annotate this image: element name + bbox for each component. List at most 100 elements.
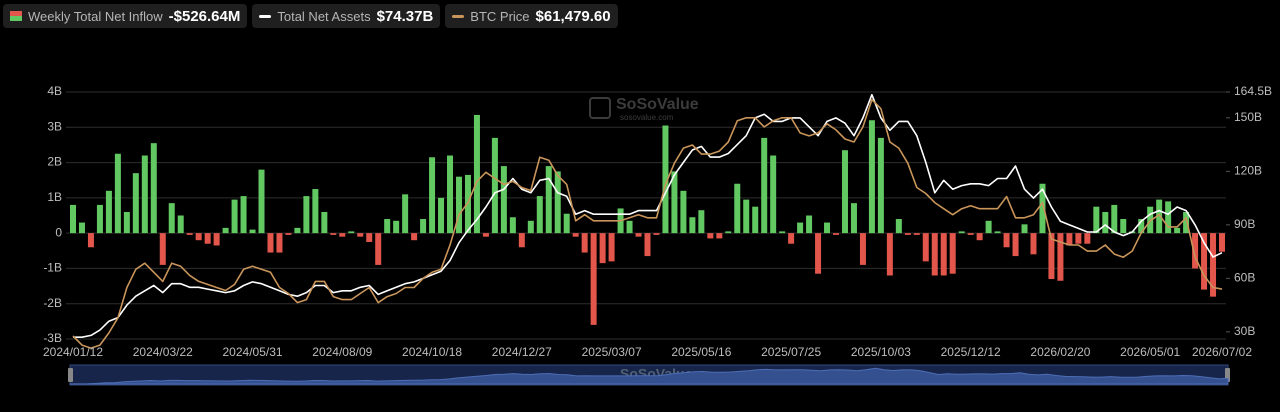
bar [1174, 227, 1181, 234]
x-tick-label: 2024/03/22 [133, 345, 193, 359]
bar [482, 233, 489, 237]
bar [500, 166, 507, 234]
watermark-title: SoSoValue [616, 96, 699, 113]
legend-value: $74.37B [376, 7, 434, 25]
bar [447, 155, 454, 234]
legend-item[interactable]: Total Net Assets $74.37B [252, 4, 441, 28]
bar [788, 233, 795, 244]
y-tick-label: 1B [47, 190, 62, 204]
bar [491, 137, 498, 234]
x-tick-label: 2025/03/07 [582, 345, 642, 359]
bar [833, 233, 840, 235]
bar [1120, 219, 1127, 234]
bar [1003, 233, 1010, 248]
bar [590, 233, 597, 325]
bar [770, 155, 777, 234]
y2-tick-label: 30B [1234, 324, 1255, 338]
x-tick-label: 2024/10/18 [402, 345, 462, 359]
axes: -3B -2B -1B 0 1B 2B 3B 4B 30B 60B 90B 120B 150B 164.5… [43, 84, 1272, 359]
bar [384, 219, 391, 234]
bar [653, 233, 660, 235]
bar [967, 233, 974, 235]
bar [886, 233, 893, 276]
bar [958, 231, 965, 234]
x-tick-label: 2024/01/12 [43, 345, 103, 359]
bar [473, 114, 480, 234]
bar [841, 150, 848, 234]
bar [581, 233, 588, 253]
y-tick-label: -2B [43, 296, 62, 310]
bar [707, 233, 714, 239]
legend-icon [10, 11, 22, 21]
navigator: SoSoValue [68, 364, 1230, 386]
bar [931, 233, 938, 276]
bar [1183, 211, 1190, 234]
bar [276, 233, 283, 253]
bar [725, 231, 732, 234]
bar [231, 199, 238, 234]
y2-tick-label: 120B [1234, 164, 1262, 178]
bar [572, 233, 579, 237]
legend-item[interactable]: BTC Price $61,479.60 [445, 4, 618, 28]
line [73, 93, 1223, 338]
bar [922, 233, 929, 262]
bar [285, 233, 292, 235]
bar [159, 233, 166, 265]
x-tick-label: 2026/05/01 [1120, 345, 1180, 359]
bar [402, 194, 409, 234]
legend-item[interactable]: Weekly Total Net Inflow -$526.64M [3, 4, 248, 28]
lines [72, 93, 1223, 349]
bar [393, 220, 400, 234]
bar [985, 220, 992, 234]
bar [554, 171, 561, 234]
bar [644, 233, 651, 257]
y2-tick-label: 60B [1234, 271, 1255, 285]
navigator-area [69, 367, 1229, 385]
bar [330, 233, 337, 235]
bar [994, 231, 1001, 234]
watermark-url: sosovalue.com [620, 113, 674, 122]
bar [339, 233, 346, 237]
y-tick-label: -3B [43, 331, 62, 345]
bars [70, 114, 1225, 325]
bar [779, 231, 786, 234]
bar [859, 233, 866, 265]
bar [303, 196, 310, 234]
bar [177, 215, 184, 234]
bar [348, 231, 355, 234]
watermark: SoSoValue sosovalue.com [589, 96, 699, 122]
bar [536, 196, 543, 234]
bar [518, 233, 525, 248]
bar [824, 222, 831, 234]
bar [258, 169, 265, 234]
x-tick-label: 2025/10/03 [851, 345, 911, 359]
legend-value: -$526.64M [168, 7, 241, 25]
bar [1201, 233, 1208, 290]
bar [752, 206, 759, 234]
navigator-handle[interactable] [68, 368, 73, 382]
bar [429, 157, 436, 234]
legend-icon [452, 14, 465, 18]
bar [132, 173, 139, 234]
bar [1138, 219, 1145, 234]
legend: Weekly Total Net Inflow -$526.64M Total … [3, 4, 618, 28]
bar [375, 233, 382, 265]
bar [1048, 233, 1055, 280]
bar [680, 190, 687, 234]
x-tick-label: 2025/05/16 [671, 345, 731, 359]
bar [438, 197, 445, 234]
bar [240, 196, 247, 234]
legend-icon [259, 14, 272, 18]
watermark-logo [589, 97, 611, 119]
bar [662, 125, 669, 234]
y-tick-label: 2B [47, 155, 62, 169]
bar [294, 227, 301, 234]
bar [105, 190, 112, 234]
y2-tick-label: 164.5B [1234, 84, 1272, 98]
bar [321, 211, 328, 234]
x-tick-label: 2024/12/27 [492, 345, 552, 359]
y2-tick-label: 150B [1234, 110, 1262, 124]
legend-name: Weekly Total Net Inflow [28, 8, 163, 24]
